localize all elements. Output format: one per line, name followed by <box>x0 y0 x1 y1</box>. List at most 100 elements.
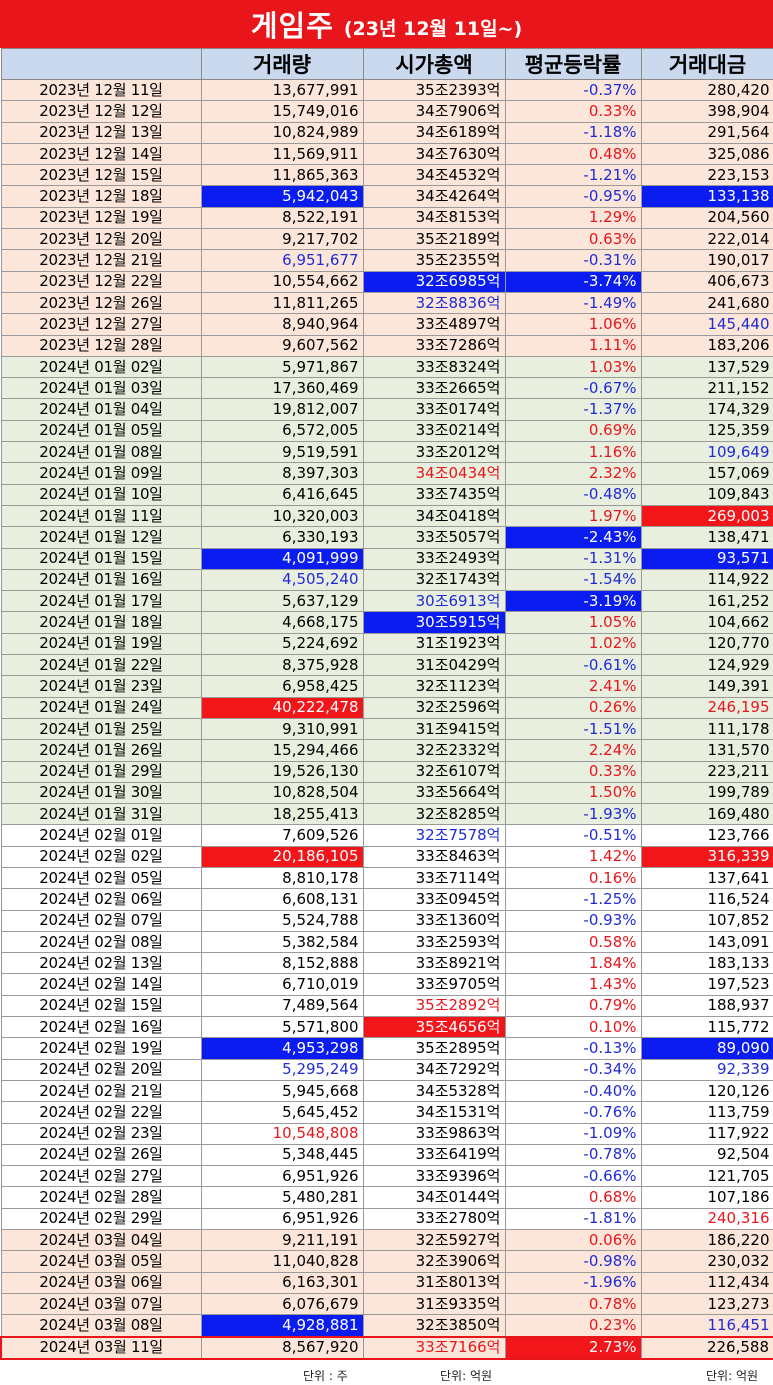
trade-amount-cell: 117,922 <box>640 1122 773 1145</box>
table-row: 2023년 12월 12일 15,749,016 34조7906억 0.33% 398,… <box>0 100 773 123</box>
volume-cell: 8,810,178 <box>200 866 364 890</box>
market-cap-cell: 32조6985억 <box>362 270 506 293</box>
header-row: 거래량 시가총액 평균등락률 거래대금 <box>0 48 773 80</box>
avg-change-cell: 1.97% <box>504 504 642 528</box>
trade-amount-cell: 92,504 <box>640 1143 773 1167</box>
page-title: 게임주 <box>250 9 334 43</box>
date-cell: 2023년 12월 27일 <box>0 313 202 336</box>
volume-cell: 17,360,469 <box>200 377 364 400</box>
date-cell: 2023년 12월 14일 <box>0 142 202 166</box>
volume-cell: 10,824,989 <box>200 121 364 144</box>
market-cap-cell: 31조9415억 <box>362 717 506 741</box>
unit-amount: 단위: 억원 <box>706 1369 759 1383</box>
volume-cell: 11,865,363 <box>200 164 364 187</box>
table-row: 2024년 01월 30일 10,828,504 33조5664억 1.50% 199,… <box>0 781 773 805</box>
trade-amount-cell: 246,195 <box>640 696 773 719</box>
market-cap-cell: 33조2012억 <box>362 441 506 464</box>
market-cap-cell: 33조2493억 <box>362 547 506 570</box>
avg-change-cell: -3.19% <box>504 590 642 613</box>
trade-amount-cell: 197,523 <box>640 973 773 996</box>
title-bar: 게임주 (23년 12월 11일~) <box>0 0 773 48</box>
volume-cell: 11,811,265 <box>200 291 364 315</box>
trade-amount-cell: 107,186 <box>640 1186 773 1209</box>
volume-cell: 7,609,526 <box>200 824 364 847</box>
avg-change-cell: -0.37% <box>504 78 642 102</box>
avg-change-cell: -0.48% <box>504 483 642 506</box>
market-cap-cell: 34조8153억 <box>362 206 506 230</box>
volume-cell: 8,567,920 <box>200 1335 364 1360</box>
avg-change-cell: -2.43% <box>504 526 642 549</box>
table-body: 2023년 12월 11일 13,677,991 35조2393억 -0.37% 280… <box>0 78 773 1360</box>
market-cap-cell: 30조6913억 <box>362 590 506 613</box>
volume-cell: 10,548,808 <box>200 1122 364 1145</box>
avg-change-cell: 1.06% <box>504 313 642 336</box>
volume-cell: 9,519,591 <box>200 441 364 464</box>
trade-amount-cell: 190,017 <box>640 249 773 272</box>
header-trade-amount: 거래대금 <box>640 48 773 80</box>
market-cap-cell: 34조4532억 <box>362 164 506 187</box>
date-cell: 2024년 02월 05일 <box>0 866 202 890</box>
volume-cell: 6,416,645 <box>200 483 364 506</box>
trade-amount-cell: 157,069 <box>640 462 773 485</box>
market-cap-cell: 35조2892억 <box>362 994 506 1018</box>
market-cap-cell: 33조2665억 <box>362 377 506 400</box>
avg-change-cell: -1.51% <box>504 717 642 741</box>
date-cell: 2024년 01월 04일 <box>0 398 202 421</box>
table-row: 2023년 12월 14일 11,569,911 34조7630억 0.48% 325,… <box>0 142 773 166</box>
table-row: 2024년 01월 11일 10,320,003 34조0418억 1.97% 269,… <box>0 504 773 528</box>
date-cell: 2024년 02월 08일 <box>0 930 202 954</box>
market-cap-cell: 34조7292억 <box>362 1058 506 1081</box>
trade-amount-cell: 222,014 <box>640 228 773 251</box>
date-cell: 2024년 02월 22일 <box>0 1101 202 1124</box>
market-cap-cell: 33조7435억 <box>362 483 506 506</box>
date-cell: 2024년 01월 10일 <box>0 483 202 506</box>
market-cap-cell: 33조8463억 <box>362 845 506 868</box>
date-cell: 2023년 12월 13일 <box>0 121 202 144</box>
table-row: 2023년 12월 13일 10,824,989 34조6189억 -1.18% 291… <box>0 121 773 144</box>
date-cell: 2023년 12월 28일 <box>0 334 202 357</box>
date-cell: 2024년 03월 11일 <box>0 1335 202 1360</box>
table-row: 2024년 01월 23일 6,958,425 32조1123억 2.41% 149,3… <box>0 675 773 698</box>
volume-cell: 20,186,105 <box>200 845 364 868</box>
table-row: 2023년 12월 22일 10,554,662 32조6985억 -3.74% 406… <box>0 270 773 293</box>
trade-amount-cell: 137,529 <box>640 355 773 379</box>
volume-cell: 9,310,991 <box>200 717 364 741</box>
volume-cell: 9,607,562 <box>200 334 364 357</box>
trade-amount-cell: 325,086 <box>640 142 773 166</box>
table-row: 2024년 01월 04일 19,812,007 33조0174억 -1.37% 174… <box>0 398 773 421</box>
date-cell: 2024년 01월 16일 <box>0 568 202 592</box>
market-cap-cell: 33조6419억 <box>362 1143 506 1167</box>
table-row: 2023년 12월 15일 11,865,363 34조4532억 -1.21% 223… <box>0 164 773 187</box>
market-cap-cell: 32조3850억 <box>362 1314 506 1338</box>
table-row: 2024년 02월 07일 5,524,788 33조1360억 -0.93% 107,… <box>0 909 773 932</box>
market-cap-cell: 32조3906억 <box>362 1250 506 1273</box>
market-cap-cell: 32조1123억 <box>362 675 506 698</box>
avg-change-cell: -1.37% <box>504 398 642 421</box>
volume-cell: 6,951,926 <box>200 1207 364 1231</box>
trade-amount-cell: 149,391 <box>640 675 773 698</box>
avg-change-cell: -0.61% <box>504 654 642 677</box>
date-cell: 2024년 01월 22일 <box>0 654 202 677</box>
trade-amount-cell: 240,316 <box>640 1207 773 1231</box>
volume-cell: 5,224,692 <box>200 632 364 656</box>
trade-amount-cell: 89,090 <box>640 1037 773 1060</box>
avg-change-cell: 0.26% <box>504 696 642 719</box>
trade-amount-cell: 109,843 <box>640 483 773 506</box>
avg-change-cell: -0.31% <box>504 249 642 272</box>
trade-amount-cell: 112,434 <box>640 1271 773 1294</box>
trade-amount-cell: 123,766 <box>640 824 773 847</box>
date-cell: 2024년 02월 19일 <box>0 1037 202 1060</box>
avg-change-cell: 1.16% <box>504 441 642 464</box>
market-cap-cell: 33조7286억 <box>362 334 506 357</box>
trade-amount-cell: 131,570 <box>640 739 773 762</box>
table-row: 2024년 01월 17일 5,637,129 30조6913억 -3.19% 161,… <box>0 590 773 613</box>
table-row: 2024년 01월 12일 6,330,193 33조5057억 -2.43% 138,… <box>0 526 773 549</box>
volume-cell: 6,710,019 <box>200 973 364 996</box>
trade-amount-cell: 188,937 <box>640 994 773 1018</box>
avg-change-cell: 0.69% <box>504 419 642 443</box>
market-cap-cell: 35조2189억 <box>362 228 506 251</box>
market-cap-cell: 34조7906억 <box>362 100 506 123</box>
market-cap-cell: 35조2393억 <box>362 78 506 102</box>
trade-amount-cell: 204,560 <box>640 206 773 230</box>
table-row: 2024년 01월 05일 6,572,005 33조0214억 0.69% 125,3… <box>0 419 773 443</box>
